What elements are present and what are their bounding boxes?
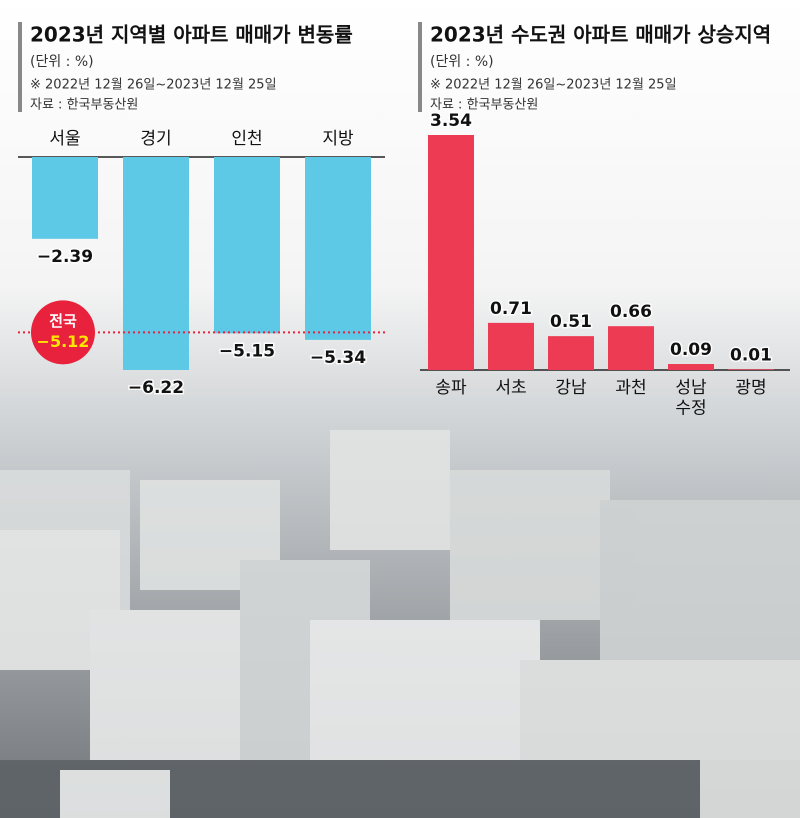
value-label: 0.09	[670, 340, 712, 360]
reference-value: −5.12	[37, 332, 90, 351]
bar	[214, 157, 280, 334]
bar	[428, 135, 474, 370]
bar	[488, 322, 534, 370]
category-label: 강남	[555, 378, 587, 398]
subtitle: (단위 : %)	[30, 54, 94, 70]
category-label: 성남 수정	[675, 378, 707, 418]
category-label: 서울	[49, 129, 80, 149]
value-label: 0.66	[610, 302, 652, 322]
note: ※ 2022년 12월 26일~2023년 12월 25일	[430, 78, 677, 93]
category-label: 인천	[231, 129, 262, 149]
chart-title: 2023년 지역별 아파트 매매가 변동률	[30, 23, 353, 47]
bar	[123, 157, 189, 370]
bar	[608, 326, 654, 370]
bar	[305, 157, 371, 340]
category-label: 송파	[435, 378, 467, 398]
note: 자료 : 한국부동산원	[30, 98, 138, 113]
reference-label: 전국	[49, 312, 77, 330]
value-label: −5.34	[310, 348, 366, 368]
value-label: −6.22	[128, 378, 184, 398]
value-label: 0.01	[730, 345, 772, 365]
bar	[728, 369, 774, 370]
panel-marker	[418, 22, 422, 112]
category-label: 서초	[495, 378, 526, 398]
apartment-photo	[0, 430, 800, 818]
category-label: 경기	[140, 129, 171, 149]
reference-badge	[31, 300, 95, 365]
bar	[548, 336, 594, 370]
value-label: −2.39	[37, 247, 93, 267]
value-label: 3.54	[430, 111, 472, 131]
chart-title: 2023년 수도권 아파트 매매가 상승지역	[430, 23, 771, 47]
panel-marker	[18, 22, 22, 112]
category-label: 지방	[322, 129, 354, 149]
category-label: 광명	[735, 378, 766, 398]
bar	[32, 157, 98, 239]
subtitle: (단위 : %)	[430, 54, 494, 70]
category-label: 과천	[615, 378, 646, 398]
value-label: 0.51	[550, 312, 592, 332]
note: 자료 : 한국부동산원	[430, 98, 538, 113]
bar	[668, 364, 714, 370]
value-label: −5.15	[219, 341, 275, 361]
value-label: 0.71	[490, 299, 532, 319]
note: ※ 2022년 12월 26일~2023년 12월 25일	[30, 78, 277, 93]
